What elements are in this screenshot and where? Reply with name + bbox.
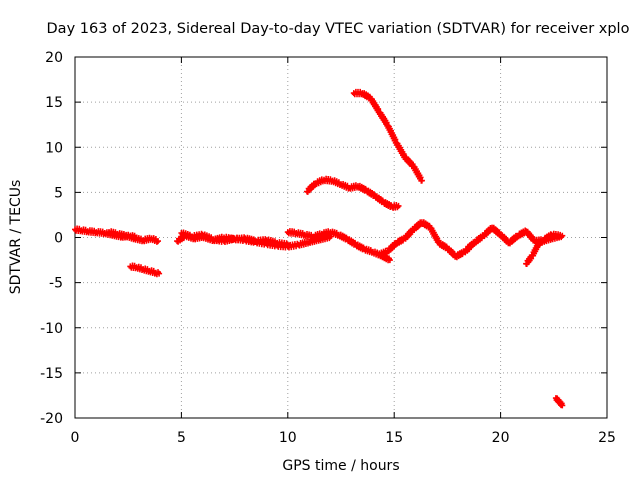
data-marker <box>376 219 474 261</box>
series-arc-late-3 <box>523 231 566 267</box>
series-arc-low-short <box>127 262 163 278</box>
x-tick-label: 20 <box>492 430 510 446</box>
data-marker <box>304 175 402 211</box>
x-tick-label: 25 <box>598 430 616 446</box>
y-axis-label: SDTVAR / TECUs <box>8 180 24 295</box>
x-axis-label: GPS time / hours <box>282 458 399 474</box>
series-arc-negative-tail <box>552 395 566 409</box>
y-tick-label: 15 <box>45 95 63 111</box>
grid <box>75 57 607 418</box>
x-tick-label: 15 <box>385 430 403 446</box>
plot-frame <box>74 56 608 419</box>
series-arc-mid-2 <box>178 229 334 251</box>
y-tick-label: -15 <box>40 366 63 382</box>
y-tick-label: -20 <box>40 411 63 427</box>
y-tick-label: 5 <box>54 185 63 201</box>
data-marker <box>552 395 566 409</box>
series-arc-late-1 <box>376 219 474 261</box>
series-arc-main-2 <box>106 228 161 245</box>
series-arc-rise-peak <box>350 88 425 184</box>
data-marker <box>127 262 163 278</box>
chart-title: Day 163 of 2023, Sidereal Day-to-day VTE… <box>47 21 630 37</box>
y-tick-label: 0 <box>54 231 63 247</box>
y-tick-label: 20 <box>45 50 63 66</box>
data-marker <box>178 229 334 251</box>
data-marker <box>350 88 425 184</box>
y-tick-label: -5 <box>49 276 63 292</box>
y-tick-label: 10 <box>45 140 63 156</box>
y-tick-label: -10 <box>40 321 63 337</box>
series-arc-hump <box>304 175 402 211</box>
x-tick-label: 10 <box>279 430 297 446</box>
data-marker <box>523 231 566 267</box>
data-marker <box>106 228 161 245</box>
data-series <box>72 88 566 409</box>
x-tick-label: 0 <box>71 430 80 446</box>
x-tick-label: 5 <box>177 430 186 446</box>
